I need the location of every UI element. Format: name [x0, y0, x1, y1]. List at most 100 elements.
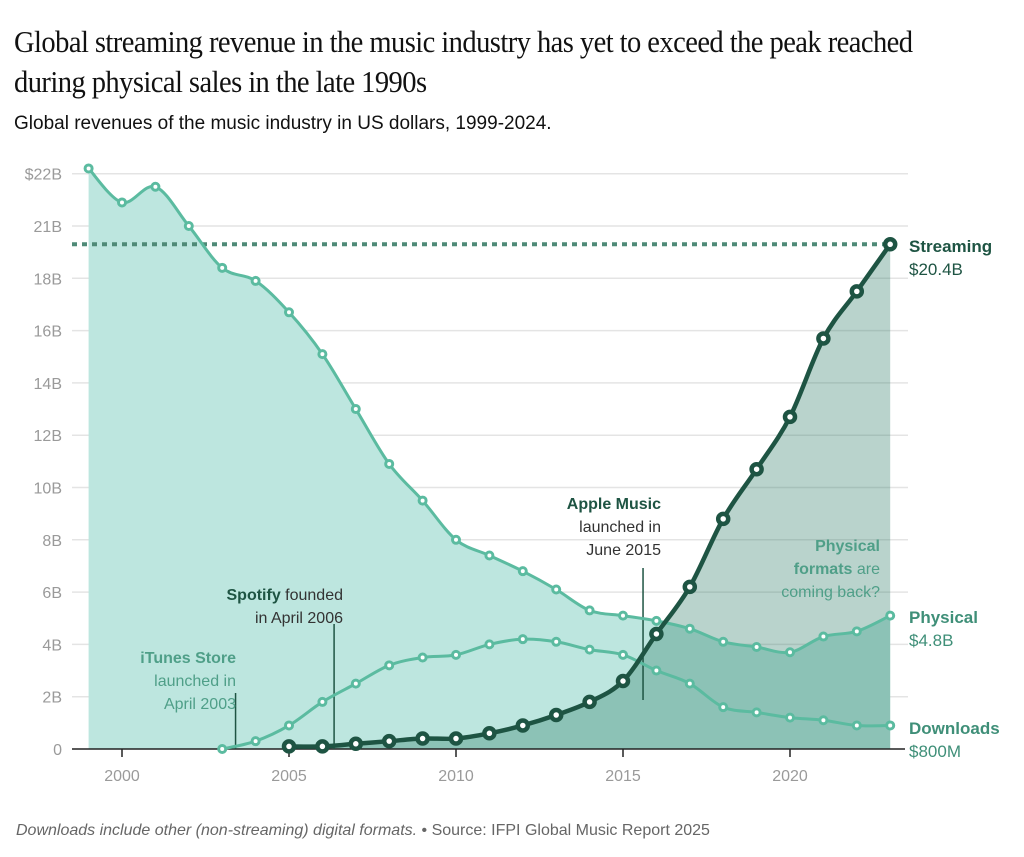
downloads-point [284, 720, 294, 731]
downloads-point [584, 644, 595, 655]
physical-comeback-annotation-text: coming back? [781, 584, 880, 601]
streaming-point [381, 733, 397, 749]
streaming-point [782, 409, 798, 425]
spotify-annotation-line: Spotify founded [227, 587, 344, 604]
physical-point [785, 647, 795, 658]
streaming-point [315, 739, 330, 754]
x-tick-label: 2015 [605, 768, 641, 785]
downloads-point [384, 660, 395, 671]
downloads-point [217, 744, 228, 754]
physical-point [284, 307, 294, 318]
apple-music-annotation-text: June 2015 [586, 542, 661, 559]
itunes-annotation-line: April 2003 [164, 696, 236, 713]
streaming-point [515, 718, 531, 733]
x-tick-label: 2020 [772, 768, 808, 785]
y-tick-label: 2B [42, 690, 62, 707]
downloads-point [451, 649, 461, 660]
downloads-point [818, 715, 829, 726]
footnote-separator: • [417, 822, 432, 839]
physical-comeback-annotation-line: formats are [794, 561, 880, 578]
streaming-point [749, 461, 764, 477]
streaming-point [482, 726, 497, 741]
x-tick-label: 2005 [271, 768, 307, 785]
streaming-point [415, 731, 430, 746]
downloads-point [618, 649, 628, 660]
physical-point [751, 642, 762, 653]
physical-point [551, 584, 562, 595]
footnote: Downloads include other (non-streaming) … [16, 822, 710, 840]
chart-title: Global streaming revenue in the music in… [14, 24, 913, 99]
physical-point [183, 221, 194, 231]
streaming-point [582, 694, 597, 710]
physical-point [484, 550, 495, 561]
streaming-point [882, 237, 898, 252]
physical-point [818, 631, 829, 642]
y-tick-label: 0 [53, 742, 62, 759]
physical-point [451, 534, 461, 545]
physical-point [684, 623, 695, 634]
spotify-annotation-text: in April 2006 [255, 610, 343, 627]
spotify-annotation-bold: Spotify [227, 587, 281, 604]
footnote-source: Source: IFPI Global Music Report 2025 [431, 822, 710, 839]
physical-point [584, 605, 595, 616]
physical-point [718, 636, 729, 647]
spotify-annotation-text: founded [281, 587, 343, 604]
itunes-annotation-text: April 2003 [164, 696, 236, 713]
apple-music-annotation-bold: Apple Music [567, 496, 661, 513]
chart-subtitle: Global revenues of the music industry in… [14, 113, 552, 134]
physical-comeback-annotation-bold: formats [794, 561, 853, 578]
physical-point [83, 163, 94, 174]
streaming-area [289, 244, 891, 749]
downloads-point [851, 720, 862, 731]
downloads-point [751, 707, 762, 718]
physical-end-name: Physical [909, 608, 978, 627]
downloads-point [417, 652, 428, 663]
itunes-annotation-line: iTunes Store [140, 650, 236, 667]
physical-point [651, 615, 662, 626]
y-tick-label: 6B [42, 585, 62, 602]
physical-point [350, 404, 361, 415]
downloads-point [517, 634, 528, 645]
y-tick-label: $22B [25, 167, 62, 184]
streaming-point [281, 739, 297, 754]
apple-music-annotation-line: June 2015 [586, 542, 661, 559]
streaming-point [682, 579, 698, 595]
y-tick-label: 12B [34, 428, 62, 445]
streaming-point [448, 731, 464, 746]
downloads-point [484, 639, 495, 650]
physical-point [117, 197, 127, 208]
downloads-point [350, 678, 361, 689]
downloads-point [785, 712, 795, 723]
y-tick-label: 14B [34, 376, 62, 393]
downloads-end-value: $800M [909, 742, 961, 761]
apple-music-annotation-text: launched in [579, 519, 661, 536]
downloads-point [651, 665, 662, 676]
downloads-point [551, 636, 562, 647]
apple-music-annotation-line: launched in [579, 519, 661, 536]
y-tick-label: 21B [34, 219, 62, 236]
physical-end-value: $4.8B [909, 631, 953, 650]
y-tick-label: 8B [42, 533, 62, 550]
physical-point [150, 181, 161, 192]
x-tick-label: 2010 [438, 768, 474, 785]
streaming-point [548, 707, 564, 723]
streaming-point [649, 626, 664, 642]
downloads-point [718, 702, 729, 713]
itunes-annotation-line: launched in [154, 673, 236, 690]
streaming-end-value: $20.4B [909, 260, 963, 279]
physical-comeback-annotation-text: are [852, 561, 880, 578]
physical-point [417, 495, 428, 506]
x-tick-label: 2000 [104, 768, 140, 785]
physical-point [317, 349, 328, 360]
y-tick-label: 18B [34, 271, 62, 288]
itunes-annotation-bold: iTunes Store [140, 650, 236, 667]
physical-point [618, 610, 628, 621]
footnote-note: Downloads include other (non-streaming) … [16, 822, 418, 839]
streaming-point [715, 511, 731, 527]
y-tick-label: 4B [42, 637, 62, 654]
physical-comeback-annotation-line: Physical [815, 538, 880, 555]
physical-comeback-annotation-bold: Physical [815, 538, 880, 555]
physical-point [384, 458, 395, 469]
downloads-point [317, 696, 328, 707]
